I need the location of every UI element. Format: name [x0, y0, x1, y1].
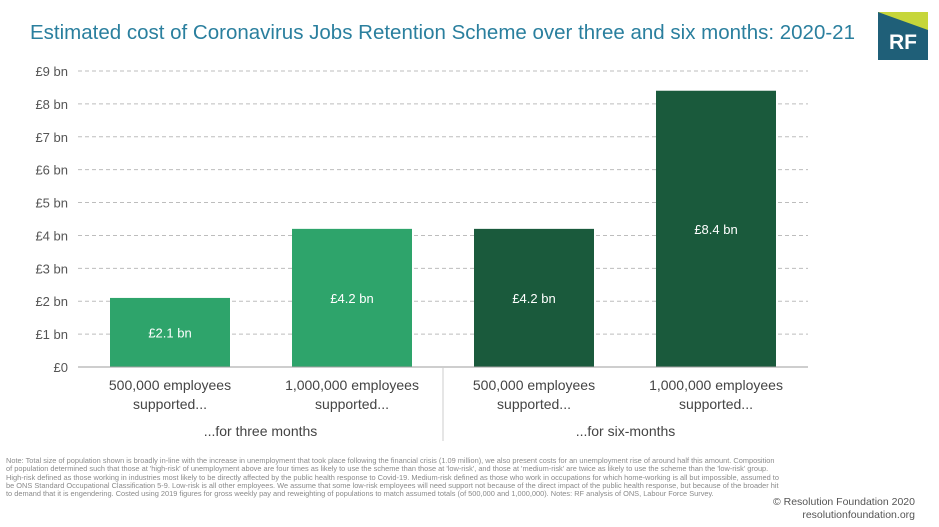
x-category-label: supported...	[133, 396, 207, 412]
bar	[656, 90, 776, 367]
x-category-label: 500,000 employees	[473, 377, 595, 393]
copyright-text: © Resolution Foundation 2020	[772, 496, 915, 508]
y-tick-label: £2 bn	[35, 294, 68, 309]
x-category-label: supported...	[679, 396, 753, 412]
logo-accent-shape	[878, 12, 928, 30]
y-tick-label: £7 bn	[35, 130, 68, 145]
x-category-label: 500,000 employees	[109, 377, 231, 393]
credit: © Resolution Foundation 2020 resolutionf…	[773, 496, 915, 522]
chart-notes: Note: Total size of population shown is …	[6, 456, 779, 499]
y-tick-label: £9 bn	[35, 64, 68, 79]
website-text: resolutionfoundation.org	[802, 509, 915, 521]
y-tick-label: £0	[54, 360, 68, 375]
y-tick-label: £8 bn	[35, 97, 68, 112]
logo-text: RF	[889, 31, 917, 54]
rf-logo: RF	[878, 12, 928, 60]
y-tick-label: £1 bn	[35, 327, 68, 342]
group-label: ...for three months	[204, 423, 318, 439]
y-tick-label: £6 bn	[35, 163, 68, 178]
bar	[474, 228, 594, 367]
x-category-label: supported...	[497, 396, 571, 412]
bar-value-label: £8.4 bn	[694, 222, 737, 237]
x-category-label: 1,000,000 employees	[649, 377, 783, 393]
bar	[292, 228, 412, 367]
y-tick-label: £4 bn	[35, 228, 68, 243]
y-tick-label: £3 bn	[35, 261, 68, 276]
chart-title: Estimated cost of Coronavirus Jobs Reten…	[30, 21, 855, 44]
bar-value-label: £2.1 bn	[148, 325, 191, 340]
bar-chart: £0 £1 bn £2 bn £3 bn £4 bn £5 bn £6 bn £7 bn £8 …	[35, 64, 808, 441]
bar-value-label: £4.2 bn	[330, 291, 373, 306]
bar	[110, 297, 230, 367]
x-category-label: 1,000,000 employees	[285, 377, 419, 393]
y-tick-label: £5 bn	[35, 196, 68, 211]
group-label: ...for six-months	[576, 423, 676, 439]
bar-value-label: £4.2 bn	[512, 291, 555, 306]
x-category-label: supported...	[315, 396, 389, 412]
